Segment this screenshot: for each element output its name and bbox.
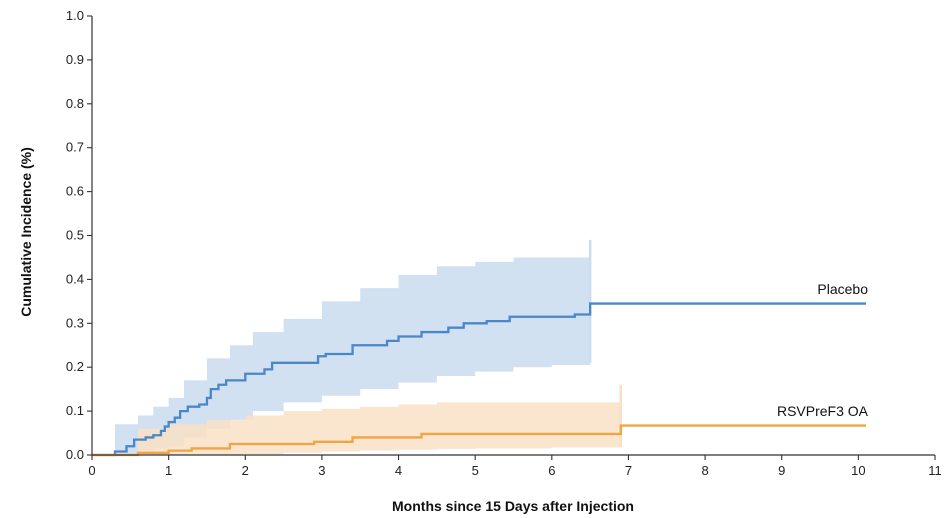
x-tick-label: 4 [395, 463, 402, 478]
y-tick-label: 0.3 [66, 315, 84, 330]
x-tick-label: 7 [625, 463, 632, 478]
y-tick-label: 0.8 [66, 96, 84, 111]
x-tick-label: 10 [851, 463, 865, 478]
series-label-rsvpref3-oa: RSVPreF3 OA [777, 403, 869, 419]
y-tick-label: 0.1 [66, 403, 84, 418]
y-axis-ticks: 0.0 0.1 0.2 0.3 0.4 0.5 0.6 0.7 0.8 0.9 1.0 [66, 8, 92, 462]
x-tick-label: 8 [701, 463, 708, 478]
x-tick-label: 2 [242, 463, 249, 478]
x-tick-label: 1 [165, 463, 172, 478]
y-tick-label: 0.9 [66, 52, 84, 67]
y-tick-label: 0.2 [66, 359, 84, 374]
confidence-bands [114, 239, 623, 455]
y-tick-label: 0.7 [66, 140, 84, 155]
y-tick-label: 1.0 [66, 8, 84, 23]
y-tick-label: 0.4 [66, 271, 84, 286]
y-tick-label: 0.6 [66, 184, 84, 199]
x-tick-label: 5 [472, 463, 479, 478]
y-axis-title: Cumulative Incidence (%) [18, 147, 34, 317]
series-lines [92, 302, 867, 457]
x-tick-label: 9 [778, 463, 785, 478]
series-line-placebo [92, 302, 867, 457]
series-label-placebo: Placebo [817, 281, 868, 297]
x-tick-label: 6 [548, 463, 555, 478]
series-line-rsvpref3-oa [92, 424, 867, 457]
y-tick-label: 0.5 [66, 228, 84, 243]
confidence-band-rsvpref3-oa [137, 402, 621, 455]
x-tick-label: 3 [318, 463, 325, 478]
y-tick-label: 0.0 [66, 447, 84, 462]
x-axis-title: Months since 15 Days after Injection [392, 498, 634, 514]
x-tick-label: 0 [88, 463, 95, 478]
x-tick-label: 11 [928, 463, 942, 478]
x-axis-ticks: 0 1 2 3 4 5 6 7 8 9 10 11 [88, 455, 942, 478]
